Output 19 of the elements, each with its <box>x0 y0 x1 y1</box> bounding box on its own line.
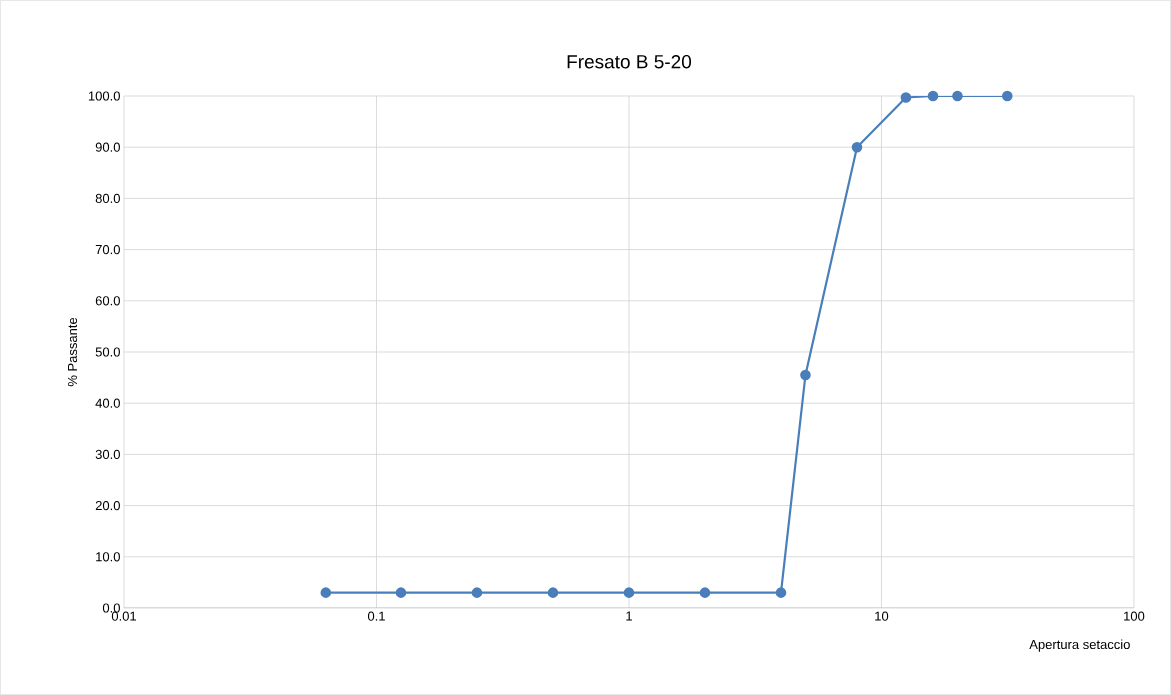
y-tick-label: 100.0 <box>88 91 120 101</box>
x-tick-label: 10 <box>875 611 889 621</box>
y-axis-title: % Passante <box>67 317 78 387</box>
y-tick-label: 10.0 <box>96 552 120 562</box>
y-tick-label: 70.0 <box>95 244 120 255</box>
chart-title: Fresato B 5-20 <box>567 55 692 69</box>
x-tick-label: 0.1 <box>367 611 385 621</box>
y-tick-label: 30.0 <box>95 449 120 459</box>
x-tick-label: 1 <box>626 611 632 621</box>
y-tick-label: 50.0 <box>95 347 120 357</box>
y-tick-label: 80.0 <box>95 193 120 203</box>
y-tick-label: 90.0 <box>95 142 120 152</box>
x-tick-label: 0.01 <box>111 611 137 621</box>
y-tick-label: 40.0 <box>95 398 120 408</box>
y-tick-label: 60.0 <box>95 296 120 306</box>
y-tick-label: 20.0 <box>95 500 120 511</box>
y-tick-label: 0.0 <box>102 603 120 613</box>
x-tick-label: 100 <box>1124 611 1145 621</box>
x-axis-title: Apertura setaccio <box>1029 639 1130 652</box>
